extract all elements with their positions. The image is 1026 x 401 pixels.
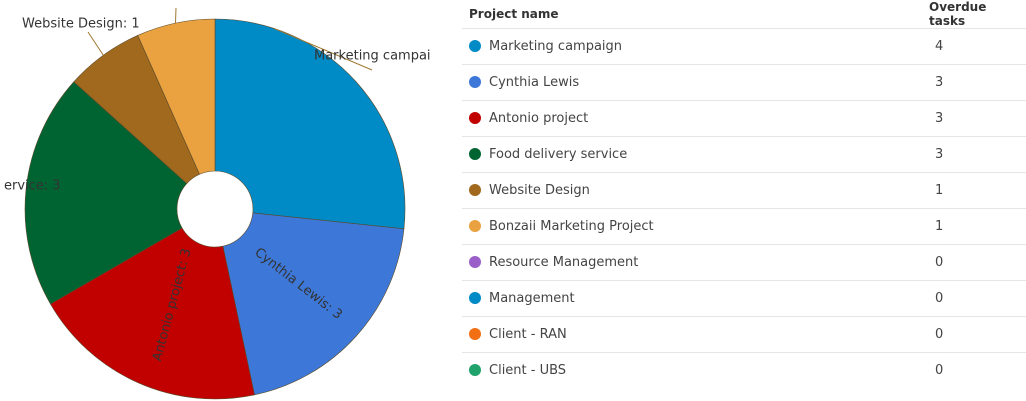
project-name-cell: Management bbox=[462, 280, 929, 317]
table-row[interactable]: Resource Management 0 bbox=[462, 244, 1026, 281]
table-row[interactable]: Bonzaii Marketing Project 1 bbox=[462, 208, 1026, 245]
project-name-cell: Cynthia Lewis bbox=[462, 64, 929, 101]
slice-label: Marketing campai bbox=[314, 49, 430, 64]
project-name-label: Website Design bbox=[489, 183, 590, 198]
project-name-cell: Bonzaii Marketing Project bbox=[462, 208, 929, 245]
table-body: Marketing campaign 4 Cynthia Lewis 3 Antonio… bbox=[462, 28, 1026, 389]
legend-dot-icon bbox=[469, 147, 481, 160]
overdue-count-cell: 0 bbox=[929, 280, 1026, 317]
overdue-count-cell: 3 bbox=[929, 136, 1026, 173]
donut-chart: Marketing campai Cynthia Lewis: 3 Antonio … bbox=[0, 0, 430, 401]
overdue-count-cell: 0 bbox=[935, 363, 944, 378]
project-name-cell: Website Design bbox=[462, 172, 929, 209]
table-row[interactable]: Website Design 1 bbox=[462, 172, 1026, 209]
project-name-label: Client - UBS bbox=[489, 363, 567, 378]
project-name-cell: Food delivery service bbox=[462, 136, 929, 173]
pie-slice[interactable] bbox=[50, 227, 255, 400]
table-row[interactable]: Cynthia Lewis 3 bbox=[462, 64, 1026, 101]
slice-label: Website Design: 1 bbox=[22, 17, 140, 32]
overdue-tasks-table: Project name Overdue tasks Marketing cam… bbox=[462, 0, 1026, 388]
project-name-cell: Antonio project bbox=[462, 100, 929, 137]
label-connector-line bbox=[87, 31, 104, 56]
pie-slice[interactable] bbox=[24, 81, 188, 305]
legend-dot-icon bbox=[469, 327, 481, 340]
project-name-cell: Marketing campaign bbox=[462, 28, 929, 65]
table-row[interactable]: Antonio project 3 bbox=[462, 100, 1026, 137]
project-name-label: Resource Management bbox=[489, 255, 639, 270]
slice-label: ervice: 3 bbox=[4, 179, 61, 194]
label-connector-line bbox=[273, 27, 373, 71]
header-overdue-tasks[interactable]: Overdue tasks bbox=[929, 0, 1026, 29]
legend-dot-icon bbox=[469, 75, 481, 88]
project-name-label: Food delivery service bbox=[489, 147, 628, 162]
project-name-cell: Resource Management bbox=[462, 244, 929, 281]
pie-slice[interactable] bbox=[137, 18, 216, 175]
project-name-label: Bonzaii Marketing Project bbox=[489, 219, 654, 234]
project-name-label: Management bbox=[489, 291, 575, 306]
project-name-label: Client - RAN bbox=[489, 327, 567, 342]
overdue-count-cell: 1 bbox=[929, 172, 1026, 209]
overdue-count-cell: 1 bbox=[929, 208, 1026, 245]
overdue-count-cell: 3 bbox=[929, 64, 1026, 101]
label-connector-line bbox=[174, 7, 177, 24]
overdue-count-cell: 4 bbox=[929, 28, 1026, 65]
overdue-count-cell: 3 bbox=[929, 100, 1026, 137]
overdue-count-cell: 0 bbox=[929, 316, 1026, 353]
table-header-row: Project name Overdue tasks bbox=[462, 0, 1026, 29]
project-name-cell: Client - RAN bbox=[462, 316, 929, 353]
legend-dot-icon bbox=[469, 219, 481, 232]
project-name-label: Cynthia Lewis bbox=[489, 75, 580, 90]
table-row[interactable]: Food delivery service 3 bbox=[462, 136, 1026, 173]
legend-dot-icon bbox=[469, 183, 481, 196]
table-row[interactable]: Client - UBS 0 bbox=[462, 353, 1026, 389]
pie-slice[interactable] bbox=[222, 212, 405, 396]
table-row[interactable]: Management 0 bbox=[462, 280, 1026, 317]
overdue-table-panel: Project name Overdue tasks Marketing cam… bbox=[462, 0, 1026, 388]
project-name-label: Marketing campaign bbox=[489, 39, 623, 54]
legend-dot-icon bbox=[469, 291, 481, 304]
pie-slice[interactable] bbox=[214, 18, 406, 230]
legend-dot-icon bbox=[469, 39, 481, 52]
table-row[interactable]: Marketing campaign 4 bbox=[462, 28, 1026, 65]
project-name-cell: Client - UBS bbox=[462, 353, 929, 389]
overdue-count-cell: 0 bbox=[929, 244, 1026, 281]
legend-dot-icon bbox=[469, 111, 481, 124]
table-row[interactable]: Client - RAN 0 bbox=[462, 316, 1026, 353]
project-name-label: Antonio project bbox=[489, 111, 589, 126]
legend-dot-icon bbox=[469, 363, 481, 376]
legend-dot-icon bbox=[469, 255, 481, 268]
header-project-name[interactable]: Project name bbox=[462, 0, 929, 29]
